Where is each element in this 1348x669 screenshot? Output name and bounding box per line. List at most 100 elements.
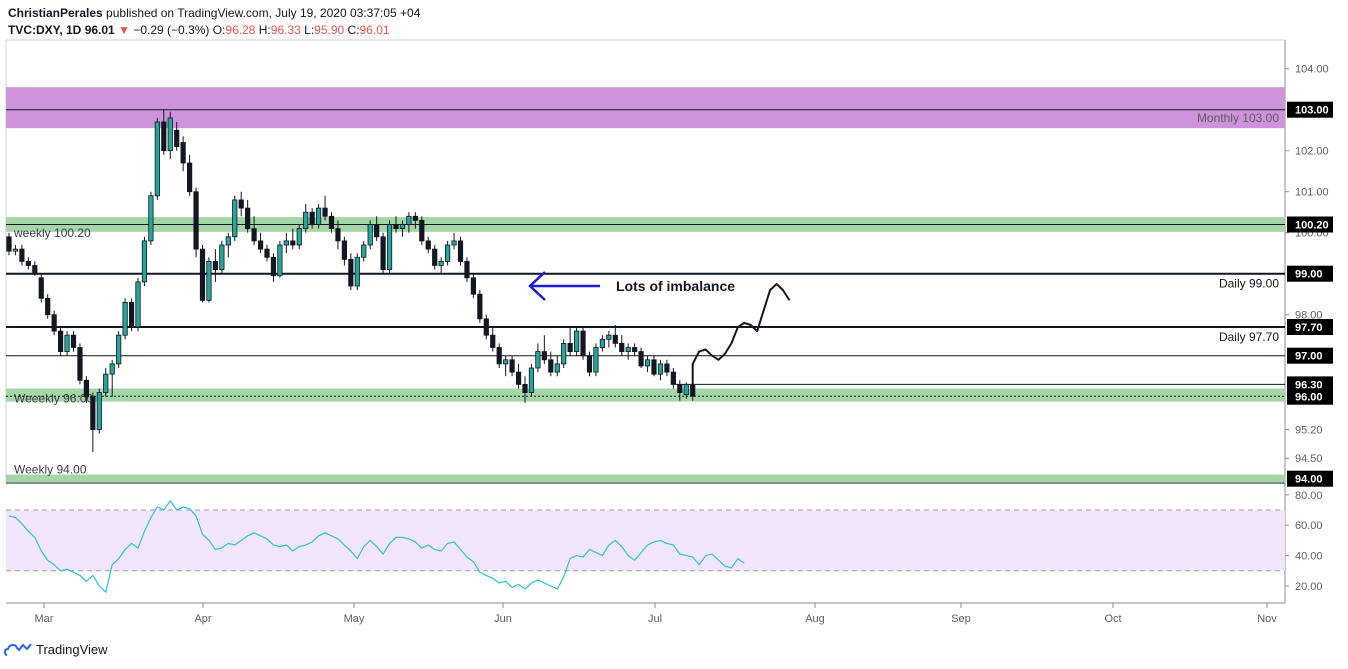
candle[interactable] <box>567 327 573 356</box>
author-name[interactable]: ChristianPerales <box>8 6 103 20</box>
candle[interactable] <box>380 232 386 274</box>
candle[interactable] <box>238 191 244 217</box>
candle[interactable] <box>393 216 399 233</box>
candle[interactable] <box>206 257 212 303</box>
candle[interactable] <box>548 351 554 377</box>
candle[interactable] <box>77 343 83 385</box>
candle[interactable] <box>451 232 457 250</box>
candle[interactable] <box>257 232 264 254</box>
candle[interactable] <box>141 236 148 286</box>
candle[interactable] <box>541 335 547 364</box>
candle[interactable] <box>283 232 289 254</box>
candle[interactable] <box>186 154 193 196</box>
candle[interactable] <box>651 355 657 377</box>
candle[interactable] <box>25 257 31 270</box>
candle[interactable] <box>303 204 309 233</box>
candle[interactable] <box>290 228 296 250</box>
candle[interactable] <box>670 368 676 389</box>
candle[interactable] <box>322 195 328 221</box>
candle[interactable] <box>612 324 618 348</box>
candle[interactable] <box>406 212 412 233</box>
candle[interactable] <box>38 273 44 303</box>
candle[interactable] <box>593 343 599 377</box>
candle[interactable] <box>348 253 354 291</box>
candle[interactable] <box>12 245 19 256</box>
candle[interactable] <box>296 224 302 250</box>
candle[interactable] <box>425 236 431 254</box>
candle[interactable] <box>561 339 567 368</box>
candle[interactable] <box>677 380 683 401</box>
candle[interactable] <box>212 249 218 282</box>
candle[interactable] <box>483 314 489 340</box>
candle[interactable] <box>554 355 560 377</box>
candle[interactable] <box>109 359 115 397</box>
candle[interactable] <box>470 273 477 299</box>
candle[interactable] <box>70 331 77 352</box>
candle[interactable] <box>503 355 509 377</box>
candle[interactable] <box>167 111 173 159</box>
candle[interactable] <box>606 331 612 348</box>
candle[interactable] <box>245 199 251 233</box>
candle[interactable] <box>58 327 64 356</box>
candle[interactable] <box>690 383 696 401</box>
candle[interactable] <box>399 220 406 237</box>
candle[interactable] <box>683 382 689 399</box>
candle[interactable] <box>32 261 38 276</box>
candle[interactable] <box>161 109 167 155</box>
candle[interactable] <box>477 290 483 323</box>
candle[interactable] <box>580 327 586 360</box>
candle[interactable] <box>103 368 109 397</box>
candle[interactable] <box>496 343 502 368</box>
candle[interactable] <box>438 257 444 274</box>
candle[interactable] <box>174 122 180 151</box>
candle[interactable] <box>599 335 606 352</box>
candle[interactable] <box>528 363 535 397</box>
candle[interactable] <box>657 359 664 381</box>
candle[interactable] <box>419 216 425 245</box>
candle[interactable] <box>515 363 522 389</box>
candle[interactable] <box>219 240 225 274</box>
candle[interactable] <box>116 331 122 368</box>
candle[interactable] <box>522 376 528 403</box>
candle[interactable] <box>632 343 638 356</box>
candle[interactable] <box>251 216 257 245</box>
candle[interactable] <box>444 240 451 266</box>
candle[interactable] <box>386 220 393 274</box>
candle[interactable] <box>90 392 96 453</box>
candle[interactable] <box>128 298 135 332</box>
candle[interactable] <box>154 117 160 200</box>
candle[interactable] <box>464 257 470 282</box>
candle[interactable] <box>51 310 57 336</box>
candle[interactable] <box>180 136 186 172</box>
candle[interactable] <box>625 343 631 360</box>
candle[interactable] <box>432 245 438 270</box>
candle[interactable] <box>644 355 651 373</box>
candle[interactable] <box>412 212 418 229</box>
candle[interactable] <box>490 327 496 352</box>
candle[interactable] <box>277 240 283 278</box>
candle[interactable] <box>354 253 360 291</box>
candle[interactable] <box>19 245 25 266</box>
candle[interactable] <box>509 355 515 377</box>
candle[interactable] <box>335 220 341 250</box>
candle[interactable] <box>64 331 70 356</box>
candle[interactable] <box>135 277 141 332</box>
candle[interactable] <box>96 388 102 434</box>
candle[interactable] <box>638 347 644 369</box>
candle[interactable] <box>315 204 322 229</box>
candle[interactable] <box>361 240 367 262</box>
candle[interactable] <box>199 245 206 303</box>
candle[interactable] <box>535 343 541 373</box>
candle[interactable] <box>619 335 625 356</box>
candle[interactable] <box>122 298 128 340</box>
candle[interactable] <box>309 208 315 229</box>
candle[interactable] <box>45 294 51 319</box>
candle[interactable] <box>264 245 270 262</box>
candle[interactable] <box>457 236 464 266</box>
candle[interactable] <box>341 236 348 266</box>
tradingview-logo[interactable]: TradingView <box>4 641 108 657</box>
candle[interactable] <box>225 232 231 258</box>
candle[interactable] <box>270 253 277 282</box>
candle[interactable] <box>232 195 238 241</box>
